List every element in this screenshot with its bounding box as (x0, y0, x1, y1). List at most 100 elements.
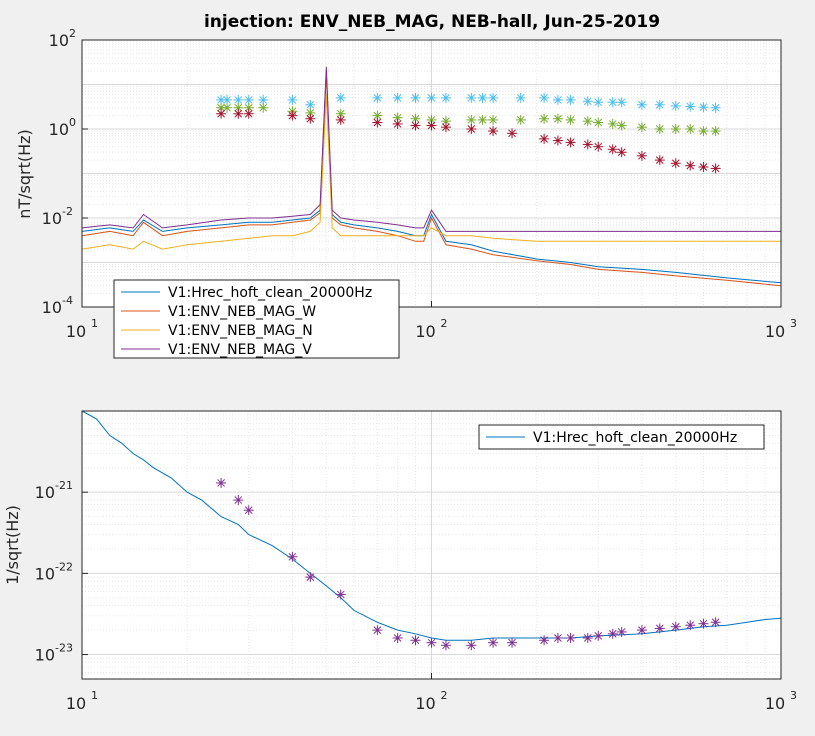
marker-asterisk (287, 551, 298, 562)
marker-asterisk (616, 147, 627, 158)
marker-asterisk (593, 141, 604, 152)
x-tick-exponent: 2 (441, 689, 448, 702)
series-line-2 (81, 94, 781, 250)
marker-asterisk (607, 628, 618, 639)
marker-asterisk (440, 640, 451, 651)
marker-asterisk (670, 621, 681, 632)
marker-asterisk (216, 108, 227, 119)
marker-asterisk (488, 114, 499, 125)
legend-label: V1:Hrec_hoft_clean_20000Hz (533, 430, 737, 446)
marker-asterisk (440, 92, 451, 103)
marker-asterisk (243, 108, 254, 119)
bottom-ylabel: 1/sqrt(Hz) (3, 505, 22, 585)
series-line-0 (81, 71, 782, 284)
marker-asterisk (440, 116, 451, 127)
marker-asterisk (426, 120, 437, 131)
top-legend[interactable]: V1:Hrec_hoft_clean_20000Hz V1:ENV_NEB_MAG… (113, 279, 400, 359)
x-tick-label: 10 (765, 322, 785, 341)
marker-asterisk (539, 113, 550, 124)
marker-asterisk (287, 110, 298, 121)
marker-asterisk (636, 625, 647, 636)
series-line-0 (81, 410, 782, 641)
marker-asterisk (685, 620, 696, 631)
marker-asterisk (565, 94, 576, 105)
x-tick-label: 10 (765, 694, 785, 713)
marker-asterisk (654, 155, 665, 166)
bottom-legend[interactable]: V1:Hrec_hoft_clean_20000Hz (478, 424, 765, 450)
marker-asterisk (710, 617, 721, 628)
marker-asterisk (426, 637, 437, 648)
marker-asterisk (616, 626, 627, 637)
marker-asterisk (488, 637, 499, 648)
x-tick-exponent: 2 (441, 317, 448, 330)
marker-asterisk (539, 92, 550, 103)
marker-asterisk (698, 618, 709, 629)
top-axes: 10 1 10 2 10 310 -410 -210 010 2 nT/sqrt(Hz) V1:H… (15, 27, 797, 359)
x-tick-label: 10 (415, 694, 435, 713)
marker-asterisk (565, 114, 576, 125)
marker-asterisk (710, 163, 721, 174)
y-tick-exponent: -23 (55, 642, 73, 655)
y-tick-label: 10 (35, 564, 55, 583)
marker-asterisk (287, 94, 298, 105)
marker-asterisk (685, 101, 696, 112)
marker-asterisk (539, 635, 550, 646)
y-tick-exponent: -21 (55, 479, 73, 492)
marker-asterisk (565, 632, 576, 643)
marker-asterisk (372, 625, 383, 636)
marker-asterisk (685, 160, 696, 171)
marker-asterisk (410, 635, 421, 646)
marker-asterisk (685, 124, 696, 134)
marker-asterisk (488, 126, 499, 137)
series-line-3 (81, 66, 781, 232)
marker-asterisk (216, 477, 227, 488)
marker-asterisk (607, 144, 618, 155)
bottom-markers (216, 477, 721, 651)
marker-asterisk (515, 114, 526, 125)
marker-asterisk (607, 97, 618, 108)
marker-asterisk (654, 623, 665, 634)
marker-asterisk (670, 100, 681, 111)
x-tick-label: 10 (415, 322, 435, 341)
marker-asterisk (477, 92, 488, 103)
marker-asterisk (233, 108, 244, 119)
y-tick-exponent: 2 (69, 27, 76, 40)
marker-asterisk (582, 116, 593, 127)
x-tick-label: 10 (66, 694, 86, 713)
x-tick-label: 10 (66, 322, 86, 341)
marker-asterisk (466, 640, 477, 651)
top-markers (216, 92, 721, 174)
marker-asterisk (233, 94, 244, 105)
marker-asterisk (698, 126, 709, 137)
top-series (81, 66, 782, 287)
marker-asterisk (654, 99, 665, 110)
x-tick-exponent: 1 (91, 689, 98, 702)
marker-asterisk (392, 118, 403, 129)
legend-label: V1:ENV_NEB_MAG_N (168, 323, 313, 339)
marker-asterisk (466, 92, 477, 103)
marker-asterisk (515, 92, 526, 103)
bottom-series (81, 410, 782, 641)
marker-asterisk (616, 97, 627, 108)
marker-asterisk (507, 637, 518, 648)
top-legend-box (113, 279, 400, 359)
y-tick-exponent: -22 (55, 560, 73, 573)
marker-asterisk (258, 102, 269, 113)
marker-asterisk (607, 118, 618, 129)
series-line-1 (81, 73, 782, 287)
marker-asterisk (593, 97, 604, 108)
marker-asterisk (372, 92, 383, 103)
marker-asterisk (616, 120, 627, 131)
marker-asterisk (670, 124, 681, 134)
marker-asterisk (539, 133, 550, 144)
legend-label: V1:ENV_NEB_MAG_W (168, 304, 316, 320)
y-tick-exponent: -4 (62, 294, 73, 307)
marker-asterisk (552, 632, 563, 643)
y-tick-label: 10 (42, 209, 62, 228)
marker-asterisk (305, 572, 316, 583)
marker-asterisk (477, 114, 488, 125)
marker-asterisk (222, 102, 233, 113)
marker-asterisk (440, 122, 451, 133)
